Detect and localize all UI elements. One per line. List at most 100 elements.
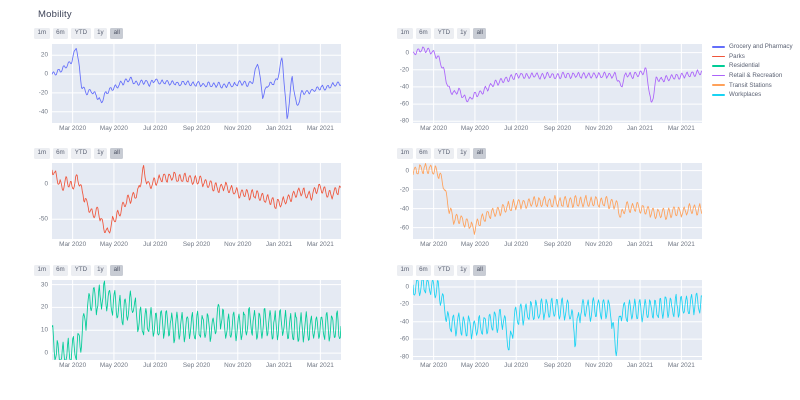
plot-area-retail-recreation[interactable] [413,44,702,123]
x-axis-tick-label: Sep 2020 [182,362,211,369]
range-button-1m[interactable]: 1m [397,28,413,39]
x-axis-tick-label: Mar 2021 [667,125,695,132]
x-axis-tick-label: May 2020 [460,241,489,248]
range-button-6m[interactable]: 6m [52,265,69,276]
range-button-6m[interactable]: 6m [415,265,432,276]
x-axis-tick-label: Jul 2020 [143,362,168,369]
x-axis-tick-label: Sep 2020 [182,125,211,132]
plot-area-parks[interactable] [52,163,341,239]
x-axis-tick-label: Mar 2021 [667,362,695,369]
range-button-1m[interactable]: 1m [34,265,50,276]
legend-item[interactable]: Transit Stations [712,80,793,90]
y-axis-tick-label: 0 [44,349,48,357]
y-axis-tick-label: -80 [399,117,409,125]
x-axis-tick-label: May 2020 [99,241,128,248]
range-button-1y[interactable]: 1y [456,28,471,39]
y-axis-tick-label: -60 [399,100,409,108]
legend-color-swatch-icon [712,46,725,48]
legend-color-swatch-icon [712,65,725,67]
range-selector[interactable]: 1m 6m YTD 1y all [397,265,487,276]
x-axis-tick-label: Mar 2020 [420,362,448,369]
plot-area-workplaces[interactable] [413,280,702,360]
y-axis-tick-label: -20 [38,89,48,97]
y-axis-tick-label: -40 [38,108,48,116]
x-axis-tick-label: May 2020 [460,362,489,369]
x-axis-tick-label: Mar 2020 [59,362,87,369]
range-button-ytd[interactable]: YTD [71,265,91,276]
chart-legend: Grocery and Pharmacy Parks Residential Reta… [712,42,793,100]
range-selector[interactable]: 1m 6m YTD 1y all [34,28,124,39]
x-axis-tick-label: Jul 2020 [143,241,168,248]
range-button-1y[interactable]: 1y [456,265,471,276]
range-button-all[interactable]: all [110,28,124,39]
legend-item[interactable]: Residential [712,61,793,71]
range-selector[interactable]: 1m 6m YTD 1y all [34,265,124,276]
range-button-all[interactable]: all [110,265,124,276]
x-axis-tick-label: Jan 2021 [265,362,293,369]
plot-area-grocery-and-pharmacy[interactable] [52,44,341,123]
range-button-all[interactable]: all [473,28,487,39]
legend-item-label: Retail & Recreation [729,72,783,80]
plot-svg [52,280,341,360]
legend-item-label: Parks [729,52,745,60]
y-axis-tick-label: 20 [40,303,48,311]
range-button-ytd[interactable]: YTD [434,265,454,276]
range-button-6m[interactable]: 6m [52,148,69,159]
range-button-all[interactable]: all [473,265,487,276]
range-button-6m[interactable]: 6m [415,148,432,159]
legend-item-label: Transit Stations [729,81,772,89]
legend-item-label: Residential [729,62,760,70]
range-button-6m[interactable]: 6m [52,28,69,39]
legend-item[interactable]: Parks [712,52,793,62]
x-axis-tick-label: Mar 2021 [667,241,695,248]
range-button-1y[interactable]: 1y [93,148,108,159]
range-button-1y[interactable]: 1y [93,28,108,39]
x-axis-tick-label: Jul 2020 [143,125,168,132]
range-button-1m[interactable]: 1m [397,148,413,159]
range-button-1m[interactable]: 1m [34,148,50,159]
range-button-ytd[interactable]: YTD [434,28,454,39]
plot-svg [413,280,702,360]
x-axis-tick-label: Nov 2020 [224,125,252,132]
range-button-ytd[interactable]: YTD [71,148,91,159]
x-axis-tick-label: Sep 2020 [543,241,572,248]
legend-color-swatch-icon [712,84,725,86]
legend-item[interactable]: Workplaces [712,90,793,100]
y-axis-tick-label: -40 [399,83,409,91]
legend-color-swatch-icon [712,93,725,96]
x-axis-tick-label: May 2020 [460,125,489,132]
x-axis-tick-label: Mar 2021 [306,362,334,369]
plot-svg [413,163,702,239]
plot-svg [52,163,341,239]
range-button-all[interactable]: all [473,148,487,159]
range-button-all[interactable]: all [110,148,124,159]
range-button-1y[interactable]: 1y [456,148,471,159]
range-button-ytd[interactable]: YTD [71,28,91,39]
y-axis-tick-label: -40 [399,318,409,326]
legend-color-swatch-icon [712,74,725,77]
y-axis-tick-label: -50 [38,215,48,223]
x-axis-tick-label: Sep 2020 [543,125,572,132]
y-axis-tick-label: -20 [399,300,409,308]
x-axis-tick-label: Mar 2021 [306,125,334,132]
x-axis-tick-label: Nov 2020 [224,241,252,248]
legend-item[interactable]: Retail & Recreation [712,71,793,81]
range-button-1y[interactable]: 1y [93,265,108,276]
legend-item[interactable]: Grocery and Pharmacy [712,42,793,52]
x-axis-tick-label: Mar 2020 [420,241,448,248]
y-axis-tick-label: -80 [399,353,409,361]
plot-area-transit-stations[interactable] [413,163,702,239]
x-axis-tick-label: Mar 2020 [420,125,448,132]
plot-area-residential[interactable] [52,280,341,360]
range-selector[interactable]: 1m 6m YTD 1y all [397,148,487,159]
x-axis-tick-label: Mar 2020 [59,125,87,132]
y-axis-tick-label: 30 [40,281,48,289]
page-title: Mobility [38,9,72,20]
range-button-6m[interactable]: 6m [415,28,432,39]
range-selector[interactable]: 1m 6m YTD 1y all [34,148,124,159]
range-button-1m[interactable]: 1m [397,265,413,276]
range-button-ytd[interactable]: YTD [434,148,454,159]
range-button-1m[interactable]: 1m [34,28,50,39]
range-selector[interactable]: 1m 6m YTD 1y all [397,28,487,39]
x-axis-tick-label: Jan 2021 [626,362,654,369]
